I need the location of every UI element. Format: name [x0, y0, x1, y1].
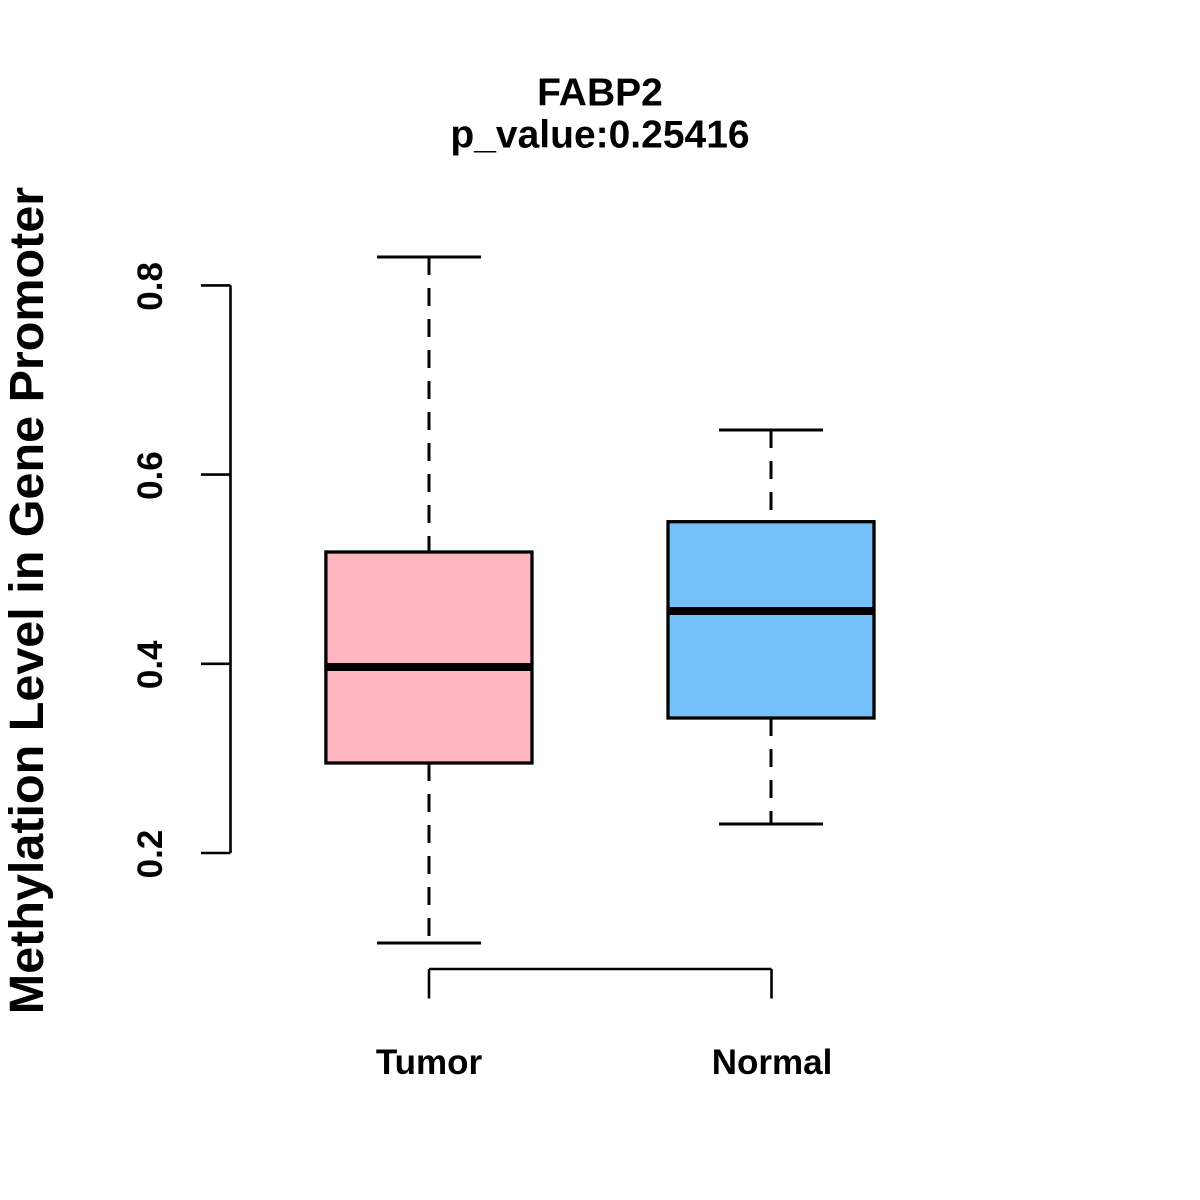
svg-text:Methylation Level in Gene Prom: Methylation Level in Gene Promoter [0, 187, 54, 1014]
svg-text:Normal: Normal [712, 1043, 833, 1082]
svg-text:0.8: 0.8 [131, 262, 170, 311]
svg-text:p_value:0.25416: p_value:0.25416 [450, 114, 749, 157]
svg-text:0.2: 0.2 [131, 830, 170, 879]
svg-text:FABP2: FABP2 [537, 72, 663, 115]
svg-text:Tumor: Tumor [376, 1043, 483, 1082]
svg-text:0.6: 0.6 [131, 451, 170, 500]
svg-text:0.4: 0.4 [131, 640, 170, 689]
